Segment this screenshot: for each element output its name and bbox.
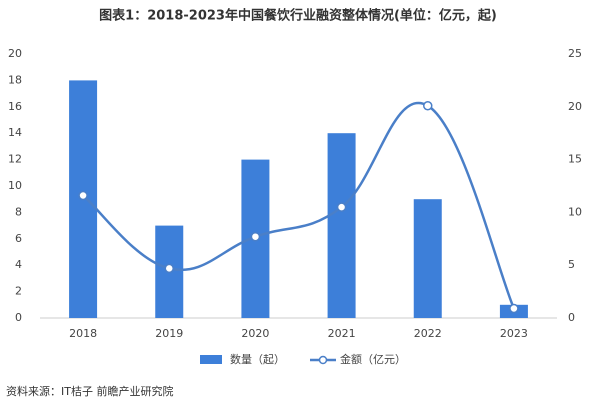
y2-tick-label: 5	[568, 258, 575, 271]
x-tick-label: 2023	[500, 327, 528, 340]
y-tick-label: 20	[8, 47, 22, 60]
y-tick-label: 4	[15, 258, 22, 271]
source-note: 资料来源：IT桔子 前瞻产业研究院	[6, 384, 173, 398]
chart-title: 图表1：2018-2023年中国餐饮行业融资整体情况(单位：亿元，起)	[99, 8, 497, 24]
y-tick-label: 2	[15, 285, 22, 298]
x-tick-label: 2021	[328, 327, 356, 340]
y-tick-label: 10	[8, 179, 22, 192]
y2-tick-label: 0	[568, 311, 575, 324]
x-tick-label: 2020	[241, 327, 269, 340]
x-tick-label: 2018	[69, 327, 97, 340]
line-point	[250, 231, 261, 242]
line	[82, 101, 516, 309]
x-tick-label: 2019	[155, 327, 183, 340]
legend-label: 金额（亿元）	[340, 352, 406, 366]
y-tick-label: 16	[8, 100, 22, 113]
y-tick-label: 6	[15, 232, 22, 245]
legend-label: 数量（起）	[230, 353, 285, 366]
legend-swatch	[318, 355, 328, 365]
y-tick-label: 12	[8, 153, 22, 166]
y-tick-label: 0	[15, 311, 22, 324]
line-point	[509, 303, 519, 314]
line-point	[423, 100, 433, 111]
y2-tick-label: 20	[568, 100, 582, 113]
y2-tick-label: 15	[568, 153, 582, 166]
line-point	[336, 202, 347, 212]
y-tick-label: 18	[8, 73, 22, 86]
legend-swatch	[200, 355, 222, 364]
line-point	[78, 190, 88, 201]
bar	[413, 199, 442, 318]
bar	[327, 133, 356, 318]
line-point	[164, 263, 174, 274]
y2-tick-label: 10	[568, 205, 582, 218]
y2-tick-label: 25	[568, 47, 582, 60]
x-tick-label: 2022	[414, 327, 442, 340]
y-tick-label: 14	[8, 126, 22, 139]
y-tick-label: 8	[15, 205, 22, 218]
